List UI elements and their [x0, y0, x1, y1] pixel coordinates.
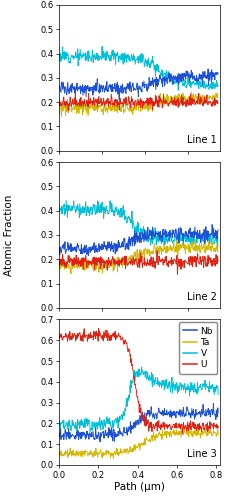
Text: Line 2: Line 2 — [187, 292, 217, 302]
Text: Line 1: Line 1 — [187, 134, 217, 144]
Legend: Nb, Ta, V, U: Nb, Ta, V, U — [179, 322, 217, 374]
X-axis label: Path (μm): Path (μm) — [114, 482, 165, 492]
Text: Line 3: Line 3 — [187, 449, 217, 459]
Text: Atomic Fraction: Atomic Fraction — [4, 194, 14, 276]
